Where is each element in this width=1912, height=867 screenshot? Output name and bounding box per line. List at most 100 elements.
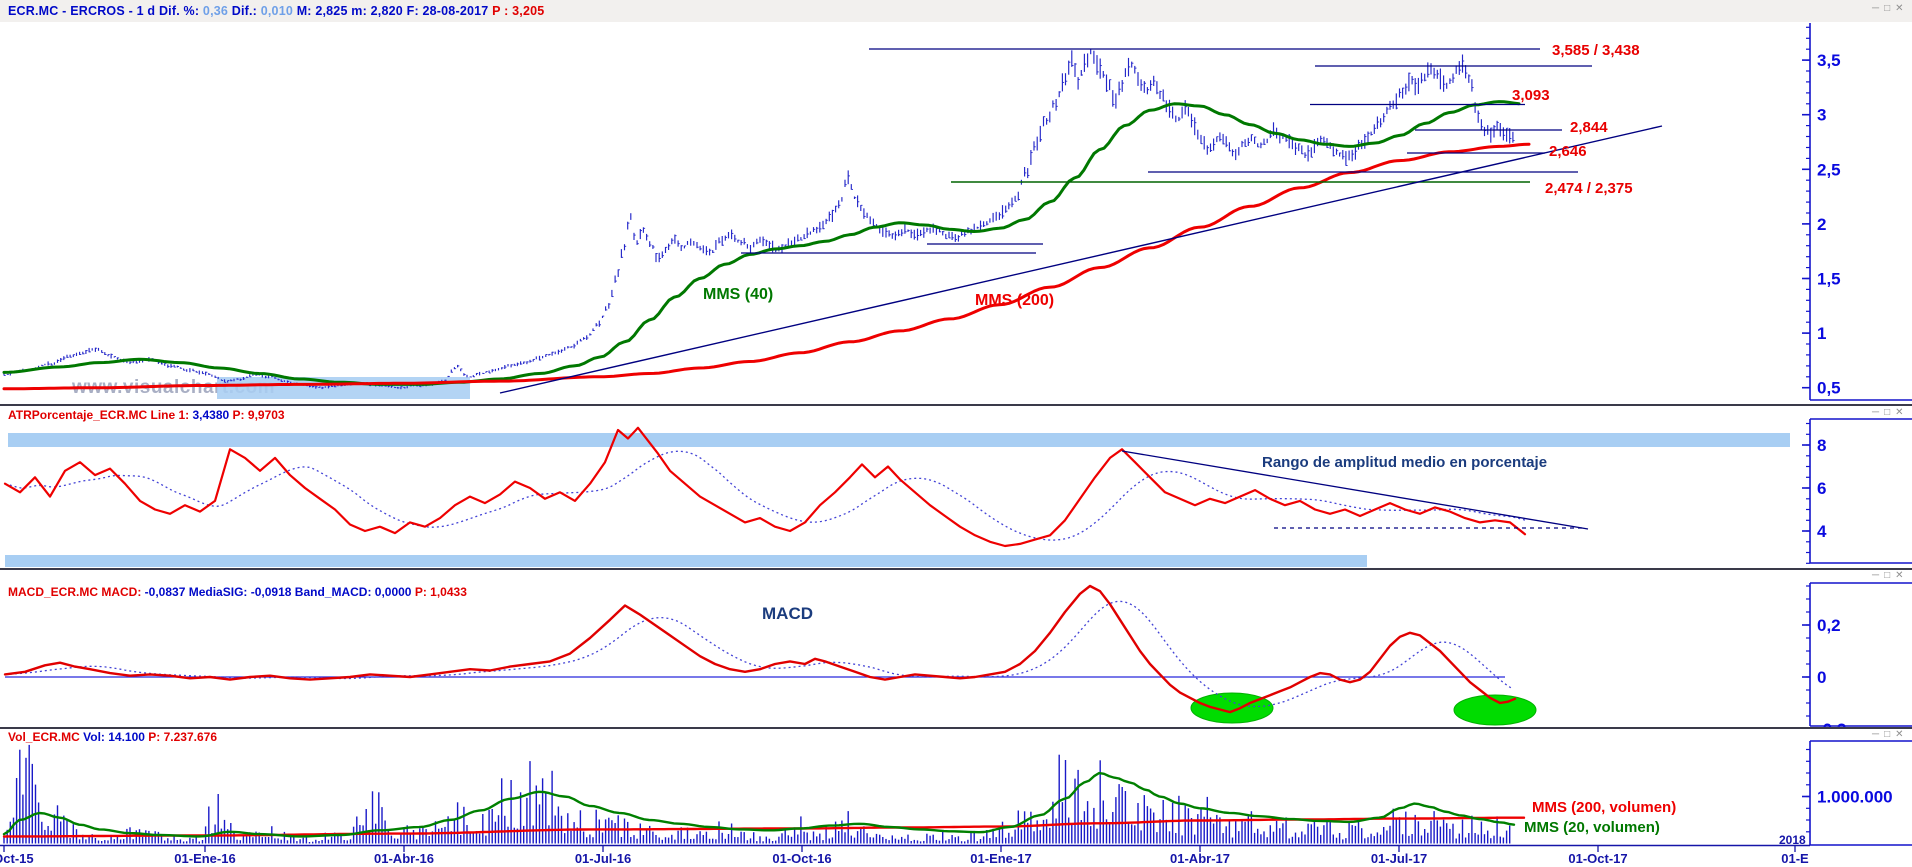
axis-tick-label: 8: [1817, 436, 1826, 455]
header-segment: P :: [492, 4, 513, 18]
header-segment: Dif. %:: [158, 4, 203, 18]
price-panel-plot: [2, 48, 1663, 399]
atr-upper-band: [8, 433, 1790, 447]
axis-tick-label: 6: [1817, 479, 1826, 498]
maximize-icon[interactable]: □: [1884, 3, 1891, 14]
axis-tick-label: -0,2: [1817, 720, 1846, 739]
header-segment: Dif.:: [231, 4, 261, 18]
header-segment: 3,205: [512, 4, 545, 18]
header-segment: F: 28-08-2017: [406, 4, 493, 18]
close-icon[interactable]: ✕: [1895, 407, 1904, 418]
level-label-3093: 3,093: [1512, 87, 1550, 104]
header-segment: 3,4380: [192, 408, 233, 422]
axis-tick-label: 3: [1817, 106, 1826, 125]
atr-panel-axis: 8 6 4: [1802, 418, 1912, 564]
axis-tick-label: 0,5: [1817, 379, 1841, 398]
mms40-line: [2, 100, 1521, 386]
atr-downtrend-line: [1121, 450, 1589, 530]
axis-tick-label: 2,5: [1817, 160, 1841, 179]
close-icon[interactable]: ✕: [1895, 3, 1904, 14]
close-icon[interactable]: ✕: [1895, 570, 1904, 581]
chart-title-bar: ECR.MC - ERCROS - 1 d Dif. %: 0,36 Dif.:…: [0, 0, 1912, 22]
level-label-2474-2375: 2,474 / 2,375: [1545, 180, 1633, 197]
level-label-2844: 2,844: [1570, 119, 1608, 136]
header-segment: 14.100: [108, 730, 149, 744]
level-label-2646: 2,646: [1549, 143, 1587, 160]
maximize-icon[interactable]: □: [1884, 729, 1891, 740]
date-tick-label: 01-Abr-16: [374, 851, 434, 866]
chart-title: ECR.MC - ERCROS - 1 d Dif. %: 0,36 Dif.:…: [8, 4, 544, 18]
mms200-label: MMS (200): [975, 292, 1055, 309]
minimize-icon[interactable]: ─: [1872, 407, 1880, 418]
atr-panel-plot: [3, 426, 1790, 567]
minimize-icon[interactable]: ─: [1872, 729, 1880, 740]
date-tick-label: 01-Oct-16: [772, 851, 831, 866]
date-tick-label: 01-Oct-17: [1568, 851, 1627, 866]
header-segment: Band_MACD:: [294, 585, 375, 599]
header-segment: 0,0000: [374, 585, 415, 599]
mms40-label: MMS (40): [703, 286, 774, 303]
date-tick-label: 01-Jul-17: [1371, 851, 1427, 866]
buy-signal-ellipse-2: [1453, 694, 1537, 726]
date-tick-label: 01-E: [1781, 851, 1809, 866]
panel-separator[interactable]: [0, 404, 1912, 406]
date-tick-label: 01-Ene-16: [174, 851, 235, 866]
panel-separator[interactable]: [0, 727, 1912, 729]
macd-line: [3, 584, 1517, 714]
header-segment: 1,0433: [430, 585, 467, 599]
atr-annotation: Rango de amplitud medio en porcentaje: [1262, 454, 1548, 471]
date-tick-label: 01-Jul-16: [575, 851, 631, 866]
header-segment: ATRPorcentaje_ECR.MC: [8, 408, 151, 422]
macd-panel-header: MACD_ECR.MC MACD: -0,0837 MediaSIG: -0,0…: [8, 585, 467, 599]
maximize-icon[interactable]: □: [1884, 570, 1891, 581]
header-segment: -0,0837: [144, 585, 189, 599]
header-segment: P:: [414, 585, 431, 599]
header-segment: m: 2,820: [351, 4, 407, 18]
date-tick-label: 01-Ene-17: [970, 851, 1031, 866]
macd-annotation: MACD: [762, 604, 813, 623]
atr-lower-band: [5, 555, 1367, 567]
vol-panel-header: Vol_ECR.MC Vol: 14.100 P: 7.237.676: [8, 730, 217, 744]
header-segment: 9,9703: [247, 408, 285, 422]
minimize-icon[interactable]: ─: [1872, 570, 1880, 581]
header-segment: MACD_ECR.MC: [8, 585, 102, 599]
atr-line: [3, 426, 1527, 548]
date-tick-label: 01-Oct-15: [0, 851, 34, 866]
vol-panel-plot: [2, 744, 1526, 844]
header-segment: Vol:: [83, 730, 109, 744]
vol-mms20-line: [2, 771, 1516, 838]
header-segment: 0,36: [202, 4, 232, 18]
header-segment: Vol_ECR.MC: [8, 730, 84, 744]
axis-tick-label: 1.000.000: [1817, 788, 1893, 807]
date-tick-label: 01-Abr-17: [1170, 851, 1230, 866]
macd-panel-plot: [3, 584, 1537, 726]
axis-tick-label: 4: [1817, 522, 1827, 541]
minimize-icon[interactable]: ─: [1872, 3, 1880, 14]
macd-signal-line: [4, 600, 1514, 708]
header-segment: Line 1:: [150, 408, 193, 422]
window-controls-price: ─ □ ✕: [1872, 4, 1912, 14]
header-segment: MACD:: [101, 585, 145, 599]
support-zone-box: [217, 377, 470, 399]
close-icon[interactable]: ✕: [1895, 729, 1904, 740]
header-segment: -0,0918: [250, 585, 295, 599]
macd-panel-axis: 0,2 0 -0,2: [1802, 582, 1912, 739]
header-segment: P:: [232, 408, 248, 422]
window-controls-atr: ─ □ ✕: [1872, 408, 1912, 418]
header-segment: P:: [148, 730, 164, 744]
header-segment: 0,010: [260, 4, 297, 18]
uptrend-line: [499, 125, 1663, 394]
header-segment: MediaSIG:: [188, 585, 251, 599]
maximize-icon[interactable]: □: [1884, 407, 1891, 418]
window-controls-macd: ─ □ ✕: [1872, 571, 1912, 581]
panel-separator[interactable]: [0, 568, 1912, 570]
vol-panel-axis: 1.000.000: [1802, 740, 1912, 846]
vol-mms20-label: MMS (20, volumen): [1524, 819, 1660, 836]
window-controls-vol: ─ □ ✕: [1872, 730, 1912, 740]
year-label: 2018: [1779, 833, 1806, 847]
axis-tick-label: 3,5: [1817, 51, 1841, 70]
vol-mms200-label: MMS (200, volumen): [1532, 799, 1677, 816]
price-panel-axis: 3,5 3 2,5 2 1,5 1 0,5: [1802, 23, 1912, 401]
